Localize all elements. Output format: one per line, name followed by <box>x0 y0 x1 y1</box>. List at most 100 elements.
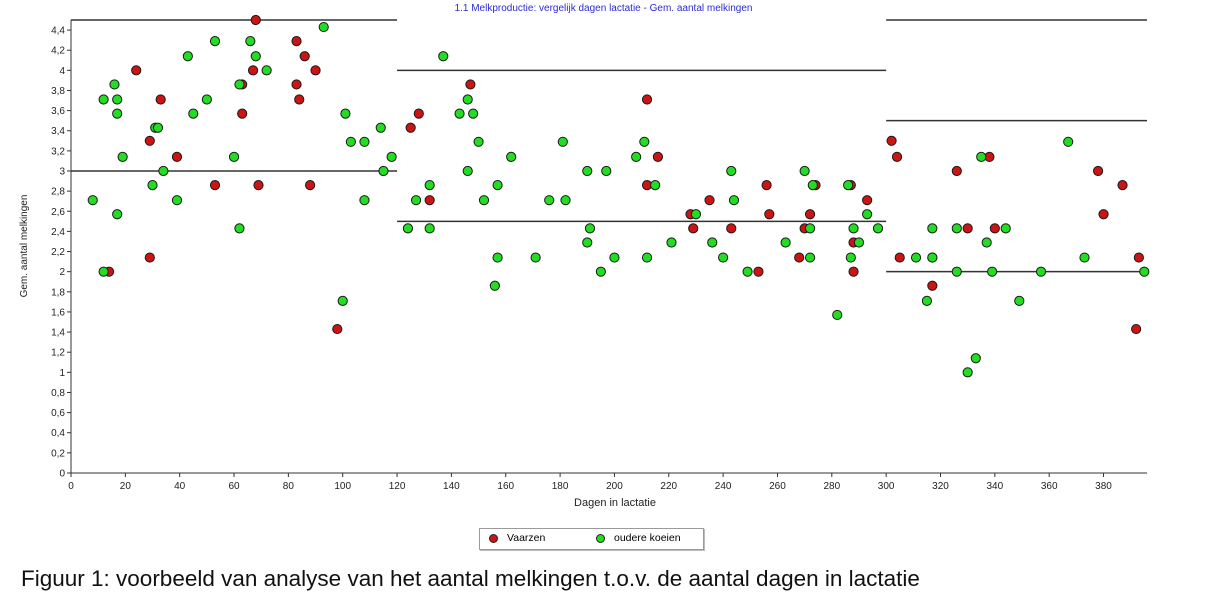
oudere-koeien-point <box>112 209 123 220</box>
x-tick-label: 240 <box>715 481 732 492</box>
oudere-koeien-point <box>424 223 435 234</box>
vaarzen-point <box>131 65 142 76</box>
oudere-koeien-point <box>557 136 568 147</box>
y-tick-label: 0,6 <box>51 408 65 419</box>
oudere-koeien-point <box>492 252 503 263</box>
vaarzen-point <box>247 65 259 76</box>
oudere-koeien-point <box>718 252 729 263</box>
x-tick-label: 160 <box>497 481 514 492</box>
vaarzen-point <box>688 223 699 234</box>
vaarzen-point <box>291 36 302 47</box>
oudere-koeien-point <box>951 266 962 277</box>
oudere-koeien-point <box>843 179 854 191</box>
vaarzen-point <box>804 209 816 220</box>
y-tick-label: 3,6 <box>51 106 65 117</box>
x-tick-label: 260 <box>769 481 786 492</box>
y-tick-label: 1,8 <box>51 287 65 298</box>
vaarzen-point <box>209 179 221 191</box>
oudere-koeien-point <box>402 223 414 234</box>
oudere-koeien-point <box>112 108 123 119</box>
x-tick-label: 340 <box>986 481 1003 492</box>
oudere-koeien-point <box>109 79 120 90</box>
vaarzen-point <box>704 195 715 206</box>
x-tick-label: 100 <box>334 481 351 492</box>
oudere-koeien-point <box>799 165 810 177</box>
vaarzen-point <box>848 266 859 277</box>
vaarzen-point <box>250 14 261 26</box>
oudere-koeien-point <box>1000 223 1011 234</box>
oudere-koeien-point <box>506 151 517 163</box>
vaarzen-point <box>305 179 316 191</box>
vaarzen-point <box>171 151 183 163</box>
oudere-koeien-point <box>1063 136 1074 147</box>
vaarzen-point <box>761 179 772 191</box>
vaarzen-point <box>405 122 416 133</box>
oudere-koeien-point <box>386 151 397 163</box>
oudere-koeien-point <box>489 280 500 291</box>
oudere-koeien-point <box>98 94 109 105</box>
y-tick-label: 2,4 <box>51 227 65 238</box>
oudere-koeien-point <box>410 195 422 206</box>
oudere-koeien-point <box>1079 252 1090 263</box>
oudere-koeien-point <box>641 252 653 263</box>
oudere-koeien-point <box>1014 295 1025 306</box>
vaarzen-point <box>1098 209 1109 220</box>
legend-label-oudere-koeien: oudere koeien <box>614 532 681 544</box>
oudere-koeien-point <box>359 136 370 147</box>
vaarzen-point <box>927 280 938 291</box>
vaarzen-point <box>1117 179 1128 191</box>
oudere-koeien-point <box>340 108 351 119</box>
x-tick-label: 280 <box>823 481 840 492</box>
legend-item-vaarzen: Vaarzen <box>489 532 545 544</box>
legend-marker-vaarzen <box>489 533 498 543</box>
y-tick-label: 2 <box>59 267 65 278</box>
oudere-koeien-point <box>468 108 479 119</box>
oudere-koeien-point <box>234 79 245 90</box>
oudere-koeien-point <box>1035 266 1047 277</box>
oudere-koeien-point <box>951 223 962 234</box>
oudere-koeien-point <box>171 195 183 206</box>
vaarzen-point <box>155 94 166 105</box>
vaarzen-point <box>891 151 903 163</box>
oudere-koeien-point <box>201 94 212 105</box>
oudere-koeien-point <box>378 165 389 177</box>
oudere-koeien-point <box>158 165 169 177</box>
data-points <box>87 14 1150 378</box>
oudere-koeien-point <box>832 309 843 321</box>
figure-caption: Figuur 1: voorbeeld van analyse van het … <box>21 566 920 591</box>
oudere-koeien-point <box>359 195 370 206</box>
x-tick-label: 320 <box>932 481 949 492</box>
oudere-koeien-point <box>544 195 555 206</box>
oudere-koeien-point <box>152 122 164 133</box>
oudere-koeien-point <box>462 94 473 105</box>
vaarzen-point <box>894 252 905 263</box>
oudere-koeien-point <box>804 252 816 263</box>
oudere-koeien-point <box>245 36 256 47</box>
oudere-koeien-point <box>962 367 973 378</box>
y-tick-label: 4,4 <box>51 26 65 37</box>
y-tick-label: 3,4 <box>51 126 65 137</box>
y-tick-label: 3,2 <box>51 146 65 157</box>
oudere-koeien-point <box>872 223 884 234</box>
vaarzen-point <box>237 108 248 119</box>
vaarzen-point <box>413 108 424 119</box>
oudere-koeien-point <box>601 165 612 177</box>
y-tick-label: 1,2 <box>51 348 65 359</box>
oudere-koeien-point <box>927 223 938 234</box>
x-tick-label: 360 <box>1041 481 1058 492</box>
chart-title: 1.1 Melkproductie: vergelijk dagen lacta… <box>454 3 753 14</box>
y-tick-label: 1 <box>59 368 65 379</box>
y-tick-label: 0,4 <box>51 428 65 439</box>
oudere-koeien-point <box>582 165 593 177</box>
x-tick-label: 140 <box>443 481 460 492</box>
oudere-koeien-point <box>147 179 158 191</box>
x-tick-label: 0 <box>68 481 74 492</box>
oudere-koeien-point <box>726 165 737 177</box>
vaarzen-point <box>144 135 155 146</box>
oudere-koeien-point <box>804 223 816 234</box>
x-tick-label: 180 <box>552 481 569 492</box>
y-tick-label: 0 <box>59 469 65 480</box>
oudere-koeien-point <box>707 237 718 248</box>
vaarzen-point <box>1133 252 1144 263</box>
oudere-koeien-point <box>780 237 791 248</box>
